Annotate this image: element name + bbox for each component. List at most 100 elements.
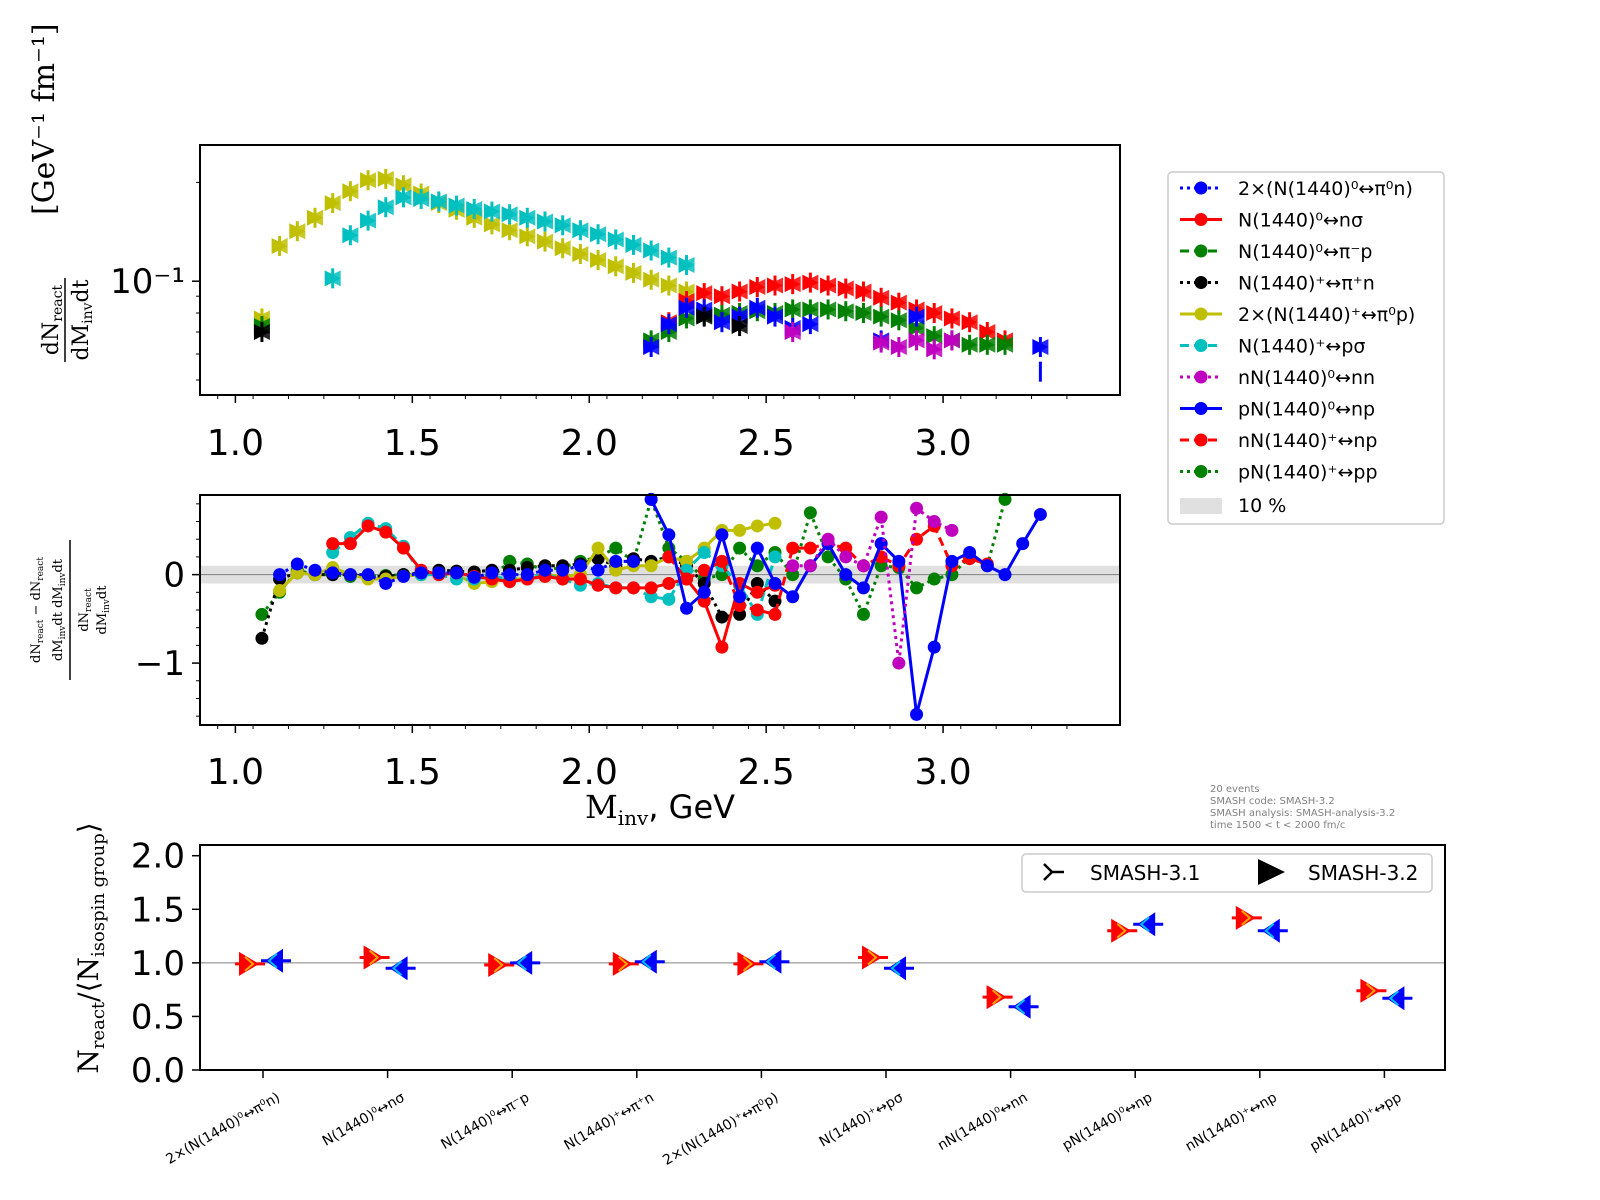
middle-ylabel-bottom-denominator: dMinvdt (95, 585, 112, 635)
top-data-point (926, 339, 943, 360)
smash-3.2-point (510, 950, 541, 975)
ratio-point (715, 610, 729, 624)
top-data-point (466, 198, 483, 219)
ratio-point (680, 572, 694, 586)
ratio-point (927, 640, 941, 654)
ratio-point (609, 541, 623, 555)
top-data-point (360, 170, 377, 191)
top-data-point (767, 275, 783, 296)
top-data-point (342, 225, 359, 246)
top-x-tick-label: 1.0 (207, 423, 264, 464)
middle-series (255, 492, 1047, 721)
ratio-series-line (649, 498, 1042, 715)
top-data-point (855, 302, 872, 323)
legend-frame (1167, 171, 1445, 525)
top-data-point (784, 322, 801, 343)
ratio-point (503, 568, 517, 582)
run-info: 20 events SMASH code: SMASH-3.2 SMASH an… (1210, 784, 1395, 831)
ratio-point (768, 516, 782, 530)
ratio-point (768, 607, 782, 621)
legend-label: N(1440)⁰↔nσ (1238, 210, 1363, 232)
top-y-tick-label: 10⁻¹ (110, 262, 185, 302)
legend-marker (1194, 181, 1208, 195)
legend-band-label: 10 % (1238, 495, 1286, 517)
legend-marker (1194, 307, 1208, 321)
top-data-point (395, 187, 412, 208)
ratio-point (998, 568, 1012, 582)
middle-x-tick-label: 3.0 (914, 752, 971, 793)
top-ylabel-denominator: dMinvdt (69, 279, 96, 360)
smash-3.1-point (982, 985, 1013, 1010)
top-data-point (519, 207, 536, 228)
middle-y-tick-label: −1 (135, 644, 185, 684)
ratio-point (715, 640, 729, 654)
bottom-x-ticks: 2×(N(1440)⁰↔π⁰n) N(1440)⁰↔nσ N(1440)⁰↔π⁻p N… (163, 1070, 1404, 1169)
ratio-point (396, 541, 410, 555)
top-ylabel-units: [GeV⁻¹ fm⁻¹] (27, 23, 62, 215)
ratio-point (697, 563, 711, 577)
old-version-marker-icon (1043, 863, 1064, 881)
ratio-point (803, 506, 817, 520)
top-data-point (324, 268, 341, 289)
top-data-point (696, 306, 713, 327)
smash-3.2-point (884, 956, 914, 981)
ratio-point (980, 559, 994, 573)
top-x-ticks: 1.0 1.5 2.0 2.5 3.0 (207, 395, 1068, 464)
top-data-point (607, 256, 624, 277)
top-data-point (253, 322, 270, 343)
top-data-point (625, 234, 642, 255)
ratio-point (910, 501, 924, 515)
ratio-point (892, 656, 906, 670)
ratio-point (874, 510, 888, 524)
ratio-point (662, 576, 676, 590)
ratio-point (308, 563, 322, 577)
legend-label: nN(1440)⁺↔np (1238, 430, 1378, 452)
top-data-point (890, 292, 907, 313)
ratio-point (573, 559, 587, 573)
old-version-label: SMASH-3.1 (1090, 861, 1200, 885)
top-data-point (324, 193, 341, 214)
top-data-point (749, 277, 766, 298)
bottom-x-tick-label: pN(1440)⁺↔pp (1307, 1090, 1404, 1155)
legend-entry: pN(1440)⁺↔pp (1180, 462, 1378, 484)
middle-panel: 1.0 1.5 2.0 2.5 3.0 0 −1 Minv, GeV dNreact − … (29, 492, 1121, 830)
ratio-series (786, 501, 959, 670)
top-data-point (961, 312, 978, 333)
ratio-point (1016, 537, 1030, 551)
ratio-point (945, 554, 959, 568)
top-data-point (554, 238, 571, 259)
ratio-point (361, 568, 375, 582)
ratio-point (927, 515, 941, 529)
ratio-point (396, 569, 410, 583)
smash-3.2-point (1257, 918, 1288, 943)
legend-label: pN(1440)⁺↔pp (1238, 462, 1378, 484)
ratio-point (609, 581, 623, 595)
top-data-point (448, 195, 465, 216)
ratio-point (945, 523, 959, 537)
smash-3.2-point (1133, 912, 1164, 937)
top-data-point (979, 334, 996, 355)
top-data-point (890, 337, 907, 358)
ratio-series (273, 554, 640, 590)
ratio-point (733, 590, 747, 604)
top-data-point (572, 244, 589, 265)
ratio-point (255, 631, 269, 645)
bottom-y-label: Nreact/⟨Nisospin group⟩ (72, 822, 109, 1073)
top-data-point (413, 189, 430, 210)
ratio-point (326, 537, 340, 551)
smash-3.1-point (733, 951, 764, 976)
info-line-time: time 1500 < t < 2000 fm/c (1210, 820, 1345, 831)
top-data-point (643, 240, 660, 261)
ratio-point (927, 572, 941, 586)
bottom-x-tick-label: N(1440)⁰↔π⁻p (438, 1090, 532, 1153)
top-x-tick-label: 2.0 (561, 423, 618, 464)
bottom-x-tick-label: N(1440)⁰↔nσ (320, 1090, 408, 1150)
top-data-point (855, 281, 872, 302)
smash-3.2-point (759, 949, 790, 974)
smash-3.1-point (235, 951, 265, 976)
middle-x-tick-label: 2.0 (561, 752, 618, 793)
legend-marker (1194, 339, 1208, 352)
legend-band-swatch (1180, 498, 1222, 514)
legend-label: nN(1440)⁰↔nn (1238, 367, 1375, 389)
